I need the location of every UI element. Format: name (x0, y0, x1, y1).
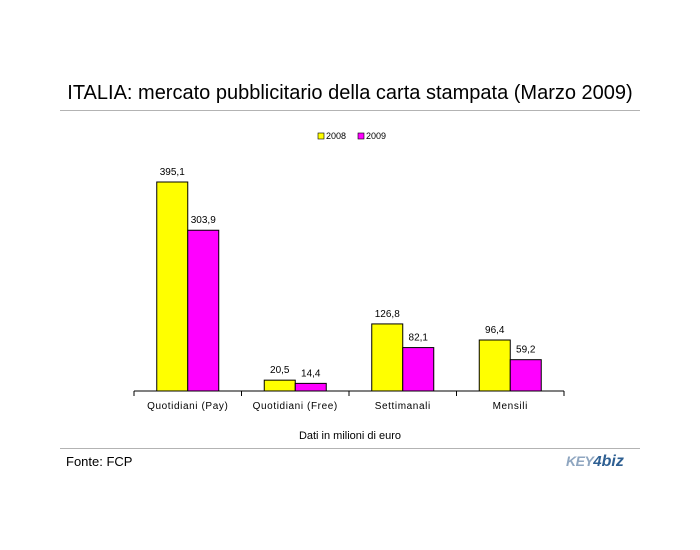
data-label-2009-1: 14,4 (301, 368, 321, 379)
bar-chart: 395,1 303,9 Quotidiani (Pay) 20,5 14,4 Quotid… (133, 131, 565, 412)
chart-caption: Dati in milioni di euro (298, 430, 402, 442)
bar-2009-1 (294, 382, 327, 392)
data-label-2008-3: 96,4 (485, 325, 505, 336)
bar-2009-3 (509, 359, 542, 392)
bar-2008-1 (263, 379, 296, 392)
x-tick-label-0: Quotidiani (Pay) (147, 401, 228, 412)
data-label-2009-3: 59,2 (516, 345, 536, 356)
logo-part-key: KEY (566, 453, 594, 469)
legend-swatch-2009 (357, 132, 365, 140)
key4biz-logo: KEY4biz (566, 453, 642, 471)
source-note: Fonte: FCP (66, 454, 133, 469)
x-tick-label-3: Mensili (493, 401, 528, 412)
chart-title: ITALIA: mercato pubblicitario della cart… (67, 82, 633, 104)
title-divider (60, 110, 640, 111)
legend-swatch-2008 (317, 132, 325, 140)
bar-2008-2 (371, 323, 404, 392)
logo-part-four: 4 (593, 453, 602, 470)
x-tick-label-1: Quotidiani (Free) (253, 401, 338, 412)
legend-label-2009: 2009 (366, 131, 386, 141)
x-tick-label-2: Settimanali (375, 401, 431, 412)
bar-2008-3 (478, 339, 511, 392)
bar-2009-2 (402, 347, 435, 392)
data-label-2008-0: 395,1 (160, 167, 185, 178)
bar-2009-0 (187, 229, 220, 392)
data-label-2009-0: 303,9 (191, 215, 216, 226)
footer-divider (60, 448, 640, 449)
legend-label-2008: 2008 (326, 131, 346, 141)
bar-2008-0 (156, 181, 189, 392)
data-label-2008-1: 20,5 (270, 365, 290, 376)
logo-part-biz: biz (601, 453, 624, 470)
data-label-2009-2: 82,1 (409, 333, 429, 344)
data-label-2008-2: 126,8 (375, 309, 400, 320)
